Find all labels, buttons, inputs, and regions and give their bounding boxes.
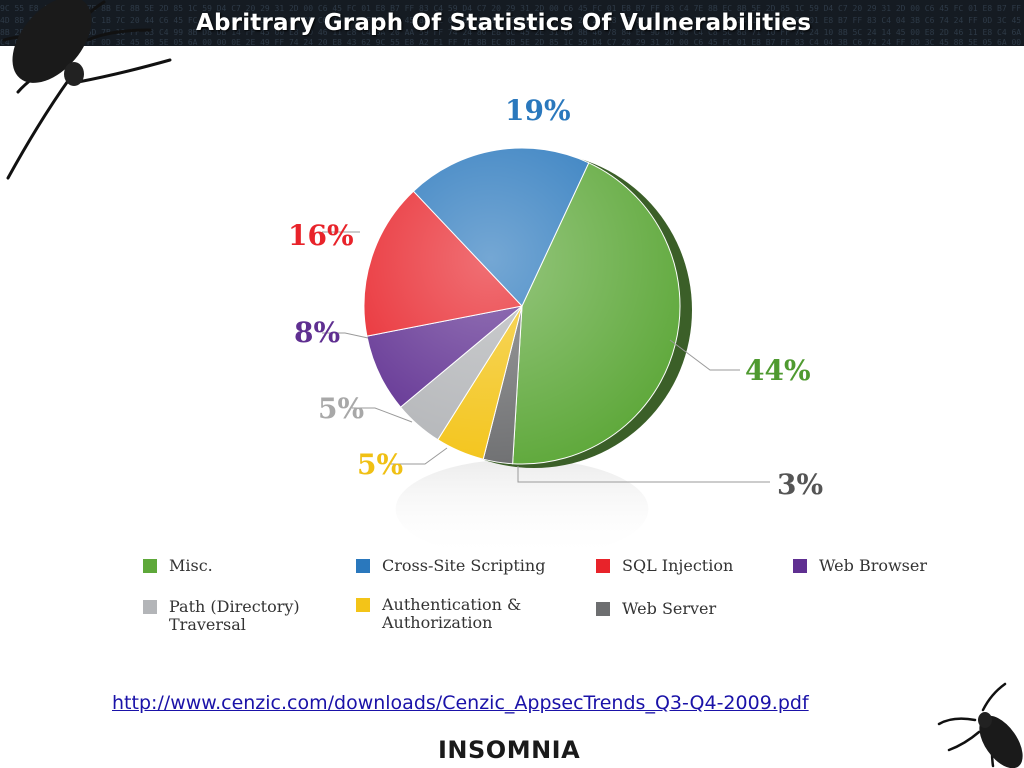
legend-label: SQL Injection — [622, 556, 734, 575]
svg-text:9C 55 E8 A2 F1 FF 7E 8B EC 8B: 9C 55 E8 A2 F1 FF 7E 8B EC 8B 5E 2D 85 1… — [0, 4, 1024, 13]
leader-line — [517, 466, 770, 483]
data-label: 3% — [777, 468, 823, 501]
leader-line — [669, 339, 740, 371]
pie-highlight — [364, 148, 680, 464]
legend-item-sql-injection: SQL Injection — [596, 557, 802, 575]
legend-item-web-browser: Web Browser — [793, 557, 999, 575]
data-label: 5% — [357, 448, 403, 481]
data-label: 8% — [294, 316, 340, 349]
legend-label: Misc. — [169, 556, 213, 575]
insomnia-logo: INSOMNIA — [438, 736, 581, 764]
legend-label: Web Server — [622, 599, 717, 618]
legend-swatch — [793, 559, 807, 573]
legend-swatch — [143, 600, 157, 614]
svg-text:C4 04 3B C6 74 24 FF 0D 3C 45: C4 04 3B C6 74 24 FF 0D 3C 45 88 5E 05 6… — [0, 38, 1024, 46]
data-label: 19% — [505, 94, 571, 127]
legend-swatch — [356, 559, 370, 573]
cockroach-bottom-right-icon — [937, 682, 1023, 768]
leader-line — [352, 407, 413, 423]
legend-item-cross-site-scripting: Cross-Site Scripting — [356, 557, 562, 575]
legend-item-web-server: Web Server — [596, 600, 802, 618]
legend-item-authentication: Authentication & Authorization — [356, 596, 562, 632]
legend-label-line-1: Path (Directory) — [169, 597, 300, 616]
svg-text:8B 2E 00 1F 4D 88 5D 7B 16 FF: 8B 2E 00 1F 4D 88 5D 7B 16 FF 83 C4 99 8… — [0, 28, 1024, 37]
pie-reflection — [395, 459, 649, 559]
hex-code-background: 9C 55 E8 A2 F1 FF 7E 8B EC 8B 5E 2D 85 1… — [0, 4, 1024, 46]
data-label: 5% — [318, 392, 364, 425]
legend-swatch — [596, 559, 610, 573]
data-label: 44% — [745, 354, 811, 387]
legend-item-misc: Misc. — [143, 557, 349, 575]
source-link[interactable]: http://www.cenzic.com/downloads/Cenzic_A… — [112, 692, 809, 714]
legend-swatch — [596, 602, 610, 616]
slide-title: Abritrary Graph Of Statistics Of Vulnera… — [196, 10, 812, 36]
legend-label: Cross-Site Scripting — [382, 556, 546, 575]
legend-label-line-2: Authorization — [382, 613, 493, 632]
legend-label-line-2: Traversal — [169, 615, 246, 634]
legend-item-path-traversal: Path (Directory) Traversal — [143, 598, 349, 634]
slide-header: 9C 55 E8 A2 F1 FF 7E 8B EC 8B 5E 2D 85 1… — [0, 0, 1024, 46]
leader-line — [390, 447, 448, 465]
legend-label: Web Browser — [819, 556, 927, 575]
legend-label-line-1: Authentication & — [382, 595, 522, 614]
vulnerability-pie-chart: 44% 19% 16% 8% 5% 5% 3% — [288, 94, 823, 559]
leader-line — [322, 332, 369, 339]
legend-swatch — [356, 598, 370, 612]
data-label: 16% — [288, 219, 354, 252]
svg-text:4D 8B 56 D7 E9 B8 0C 1B 7C 20: 4D 8B 56 D7 E9 B8 0C 1B 7C 20 44 C6 45 F… — [0, 16, 1024, 25]
legend-swatch — [143, 559, 157, 573]
cockroach-top-left-icon — [2, 0, 172, 180]
